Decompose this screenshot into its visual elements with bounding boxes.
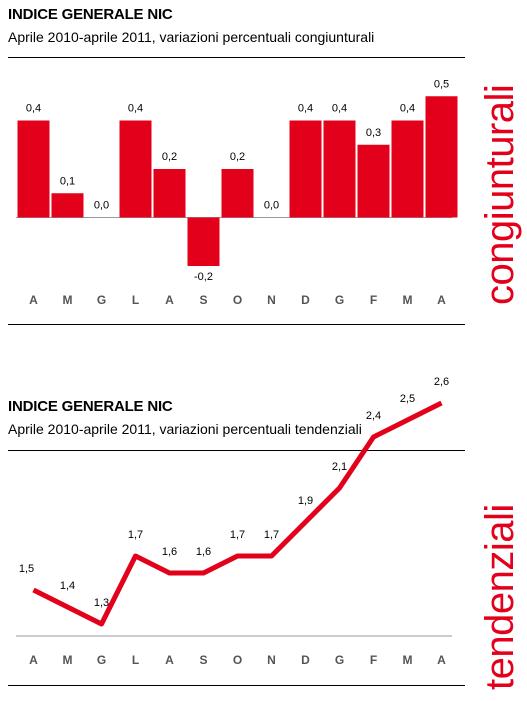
chart1-data-label-10: 0,3 — [366, 127, 381, 139]
chart2-data-label-5: 1,6 — [196, 546, 211, 558]
chart1-bar-8 — [289, 120, 322, 218]
chart1-data-label-7: 0,0 — [264, 200, 279, 212]
chart1-tick-label-9: G — [335, 293, 344, 307]
chart1-bottom-rule — [8, 324, 465, 325]
chart1-data-label-11: 0,4 — [400, 103, 415, 115]
chart1-data-label-12: 0,5 — [434, 78, 449, 90]
chart1-title: INDICE GENERALE NIC — [8, 6, 173, 23]
chart2-data-label-8: 1,9 — [298, 495, 313, 507]
chart2-series-line — [32, 400, 443, 627]
chart1-tick-label-12: A — [437, 293, 446, 307]
chart1-tick-label-1: M — [63, 293, 73, 307]
chart1-data-label-6: 0,2 — [230, 151, 245, 163]
chart1-tick-label-7: N — [267, 293, 276, 307]
chart2-data-label-11: 2,5 — [400, 393, 415, 405]
chart1-data-label-5: -0,2 — [194, 271, 213, 283]
chart2-data-label-7: 1,7 — [264, 529, 279, 541]
chart1-tick-label-10: F — [370, 293, 377, 307]
chart2-tick-label-9: G — [335, 653, 344, 667]
chart2-tick-label-4: A — [165, 653, 174, 667]
chart2-tick-label-1: M — [63, 653, 73, 667]
chart2-tick-label-8: D — [301, 653, 310, 667]
chart1-bar-5 — [187, 217, 220, 266]
chart1-bar-11 — [391, 120, 424, 218]
chart2-tick-label-6: O — [233, 653, 242, 667]
chart2-tick-label-11: M — [403, 653, 413, 667]
chart1-bar-1 — [51, 193, 84, 218]
chart1-tick-label-2: G — [97, 293, 106, 307]
chart1-data-label-0: 0,4 — [26, 103, 41, 115]
chart1-bar-12 — [425, 96, 458, 218]
chart1-data-label-1: 0,1 — [60, 175, 75, 187]
chart1-bar-9 — [323, 120, 356, 218]
chart2-tick-label-2: G — [97, 653, 106, 667]
chart1-bar-4 — [153, 169, 186, 218]
chart2-tick-label-12: A — [437, 653, 446, 667]
chart2-tick-label-0: A — [29, 653, 38, 667]
chart2-top-rule — [8, 450, 465, 451]
chart1-tick-label-5: S — [199, 293, 207, 307]
chart1-data-label-8: 0,4 — [298, 103, 313, 115]
chart1-top-rule — [8, 57, 465, 58]
chart2-data-label-0: 1,5 — [19, 563, 34, 575]
chart1-data-label-4: 0,2 — [162, 151, 177, 163]
chart1-tick-label-6: O — [233, 293, 242, 307]
chart1-tick-label-4: A — [165, 293, 174, 307]
chart1-bar-6 — [221, 169, 254, 218]
chart2-data-label-3: 1,7 — [128, 529, 143, 541]
chart1-tick-label-8: D — [301, 293, 310, 307]
chart1-bar-10 — [357, 144, 390, 218]
chart2-title: INDICE GENERALE NIC — [8, 398, 173, 415]
chart1-tick-label-11: M — [403, 293, 413, 307]
chart2-tick-label-3: L — [132, 653, 139, 667]
chart2-subtitle: Aprile 2010-aprile 2011, variazioni perc… — [8, 421, 362, 437]
chart1-bar-0 — [17, 120, 50, 218]
chart2-data-label-6: 1,7 — [230, 529, 245, 541]
chart1-data-label-2: 0,0 — [94, 200, 109, 212]
chart2-tick-label-7: N — [267, 653, 276, 667]
chart2-data-label-1: 1,4 — [60, 580, 75, 592]
chart2-data-label-4: 1,6 — [162, 546, 177, 558]
chart2-bottom-rule — [8, 685, 465, 686]
chart2-tick-label-5: S — [199, 653, 207, 667]
chart1-data-label-3: 0,4 — [128, 103, 143, 115]
chart1-tick-label-3: L — [132, 293, 139, 307]
chart2-data-label-2: 1,3 — [94, 597, 109, 609]
chart1-bar-3 — [119, 120, 152, 218]
chart2-data-label-12: 2,6 — [434, 376, 449, 388]
chart1-subtitle: Aprile 2010-aprile 2011, variazioni perc… — [8, 29, 375, 45]
chart2-data-label-10: 2,4 — [366, 410, 381, 422]
chart2-data-label-9: 2,1 — [332, 461, 347, 473]
chart1-data-label-9: 0,4 — [332, 103, 347, 115]
chart2-tick-label-10: F — [370, 653, 377, 667]
chart1-tick-label-0: A — [29, 293, 38, 307]
